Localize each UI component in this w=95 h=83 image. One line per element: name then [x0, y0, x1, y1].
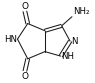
Text: O: O	[21, 1, 28, 11]
Text: NH₂: NH₂	[73, 7, 89, 16]
Text: NH: NH	[62, 52, 74, 61]
Text: N: N	[71, 37, 77, 46]
Text: HN: HN	[4, 35, 17, 44]
Text: O: O	[21, 72, 28, 81]
